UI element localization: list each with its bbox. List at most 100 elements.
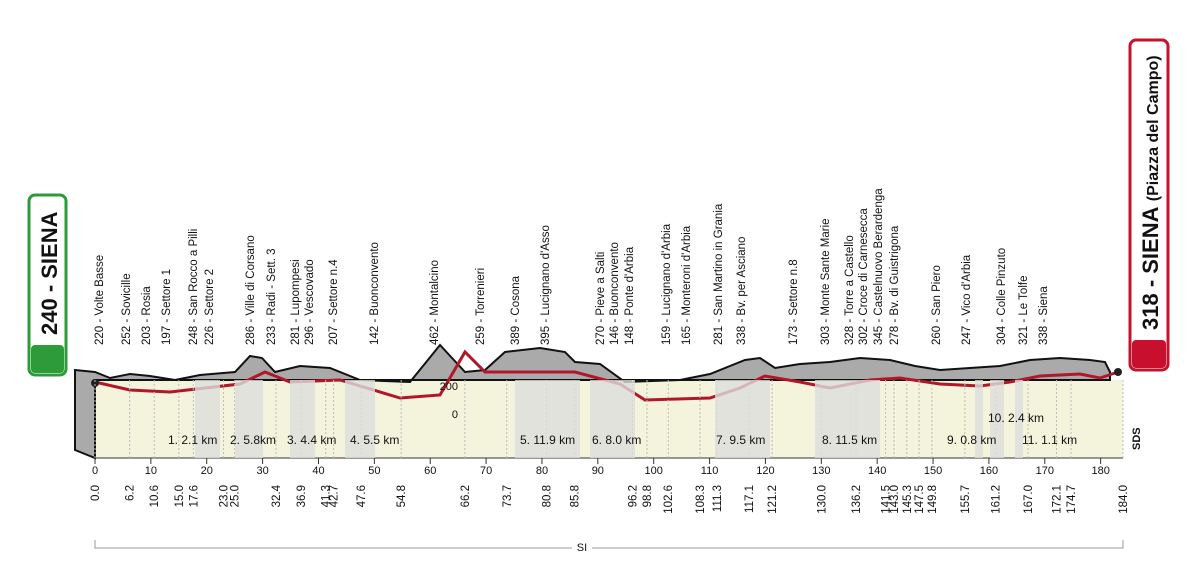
sector-band — [515, 380, 580, 458]
sector-band — [345, 380, 375, 458]
km-label: 172.1 — [1052, 485, 1064, 514]
sector-band — [1015, 380, 1023, 458]
sector-band — [235, 380, 263, 458]
km-label: 17.6 — [188, 485, 200, 507]
km-label: 130.0 — [816, 485, 828, 514]
waypoint-label: 321 - Le Tolfe — [1018, 276, 1030, 345]
altitude-label: 0 — [452, 409, 458, 421]
region-bracket — [94, 540, 1124, 549]
km-label: 66.2 — [460, 485, 472, 507]
sector-label: 8. 11.5 km — [822, 433, 877, 447]
axis-tick-label: 40 — [312, 465, 324, 477]
sector-band — [195, 380, 220, 458]
waypoint-label: 281 - Lupompesi — [290, 259, 302, 345]
sector-label: 5. 11.9 km — [520, 433, 575, 447]
km-label: 143.0 — [889, 485, 901, 514]
finish-box — [1128, 38, 1170, 372]
km-label: 23.0 — [219, 485, 231, 507]
km-label: 36.9 — [296, 485, 308, 507]
waypoint-label: 252 - Sovicille — [121, 273, 133, 345]
sector-label: 11. 1.1 km — [1022, 433, 1077, 447]
waypoint-label: 197 - Settore 1 — [161, 269, 173, 345]
start-box — [27, 193, 68, 377]
km-label: 98.8 — [642, 485, 654, 507]
km-label: 10.6 — [149, 485, 161, 507]
km-label: 141.5 — [881, 485, 893, 514]
waypoint-label: 148 - Ponte d'Arbia — [624, 246, 636, 345]
km-label: 15.0 — [174, 485, 186, 507]
waypoint-label: 233 - Radi - Sett. 3 — [266, 248, 278, 345]
km-label: 121.2 — [767, 485, 779, 514]
km-label: 147.5 — [914, 485, 926, 514]
km-label: 41.3 — [321, 485, 333, 507]
waypoint-label: 304 - Colle Pinzuto — [996, 248, 1008, 345]
axis-tick-label: 130 — [812, 465, 830, 477]
axis-tick-label: 140 — [868, 465, 886, 477]
finish-label: 318 - SIENA (Piazza del Campo) — [1138, 55, 1163, 330]
region-label: SI — [577, 542, 587, 554]
waypoint-label: 286 - Ville di Corsano — [245, 235, 257, 345]
sector-label: 1. 2.1 km — [168, 433, 217, 447]
km-label: 174.7 — [1066, 485, 1078, 514]
region-mask — [572, 538, 592, 554]
sector-label: 7. 9.5 km — [716, 433, 765, 447]
axis-tick-label: 100 — [645, 465, 663, 477]
axis-tick-label: 170 — [1036, 465, 1054, 477]
axis-tick-label: 180 — [1091, 465, 1109, 477]
finish-icon — [1132, 340, 1166, 368]
axis-tick-label: 0 — [92, 465, 98, 477]
sector-band — [715, 380, 770, 458]
waypoint-label: 248 - San Rocco a Pilli — [188, 229, 200, 345]
sector-label: 6. 8.0 km — [592, 433, 641, 447]
axis-tick-label: 50 — [368, 465, 380, 477]
waypoint-label: 270 - Pieve a Salti — [595, 252, 607, 345]
waypoint-label: 247 - Vico d'Arbia — [961, 254, 973, 345]
km-label: 54.8 — [396, 485, 408, 507]
km-label: 167.0 — [1023, 485, 1035, 514]
waypoint-label: 389 - Cosona — [510, 275, 522, 345]
start-icon — [31, 345, 64, 373]
km-label: 32.4 — [271, 484, 283, 507]
sector-label: 3. 4.4 km — [287, 433, 336, 447]
waypoint-label: 328 - Torre a Castello — [844, 235, 856, 345]
waypoint-label: 142 - Buonconvento — [369, 242, 381, 345]
km-label: 136.2 — [851, 485, 863, 514]
sector-band — [290, 380, 315, 458]
km-label: 6.2 — [125, 485, 137, 501]
waypoint-label: 278 - Bv. di Guistrigona — [889, 225, 901, 345]
start-label: 240 - SIENA — [37, 211, 62, 335]
waypoint-label: 281 - San Martino in Grania — [713, 203, 725, 345]
km-label: 85.8 — [569, 485, 581, 507]
sector-band — [590, 380, 635, 458]
waypoint-label: 203 - Rosia — [141, 286, 153, 345]
waypoint-label: 338 - Bv. per Asciano — [736, 237, 748, 345]
km-label: 149.8 — [927, 485, 939, 514]
waypoint-label: 462 - Montalcino — [429, 260, 441, 345]
sector-label: 10. 2.4 km — [988, 411, 1044, 425]
km-label: 117.1 — [744, 485, 756, 513]
km-label: 47.6 — [356, 485, 368, 507]
waypoint-label: 259 - Torrenieri — [475, 268, 487, 345]
km-label: 96.2 — [627, 485, 639, 507]
axis-tick-label: 60 — [424, 465, 436, 477]
start-dot — [91, 379, 99, 387]
axis-tick-label: 120 — [756, 465, 774, 477]
sector-band — [815, 380, 880, 458]
km-label: 184.0 — [1118, 485, 1130, 514]
waypoint-label: 146 - Buonconvento — [609, 242, 621, 345]
axis-tick-label: 20 — [201, 465, 213, 477]
waypoint-label: 338 - Siena — [1038, 286, 1050, 345]
km-label: 145.3 — [902, 485, 914, 514]
sector-label: 9. 0.8 km — [947, 433, 996, 447]
waypoint-label: 296 - Vescovado — [304, 259, 316, 345]
waypoint-label: 207 - Settore n.4 — [328, 259, 340, 345]
finish-place: (Piazza del Campo) — [1145, 55, 1162, 201]
axis-tick-label: 150 — [924, 465, 942, 477]
axis-tick-label: 110 — [701, 465, 719, 477]
sector-band — [990, 380, 1004, 458]
axis-tick-label: 70 — [480, 465, 492, 477]
km-label: 155.7 — [960, 485, 972, 514]
altitude-label: 200 — [440, 381, 458, 393]
